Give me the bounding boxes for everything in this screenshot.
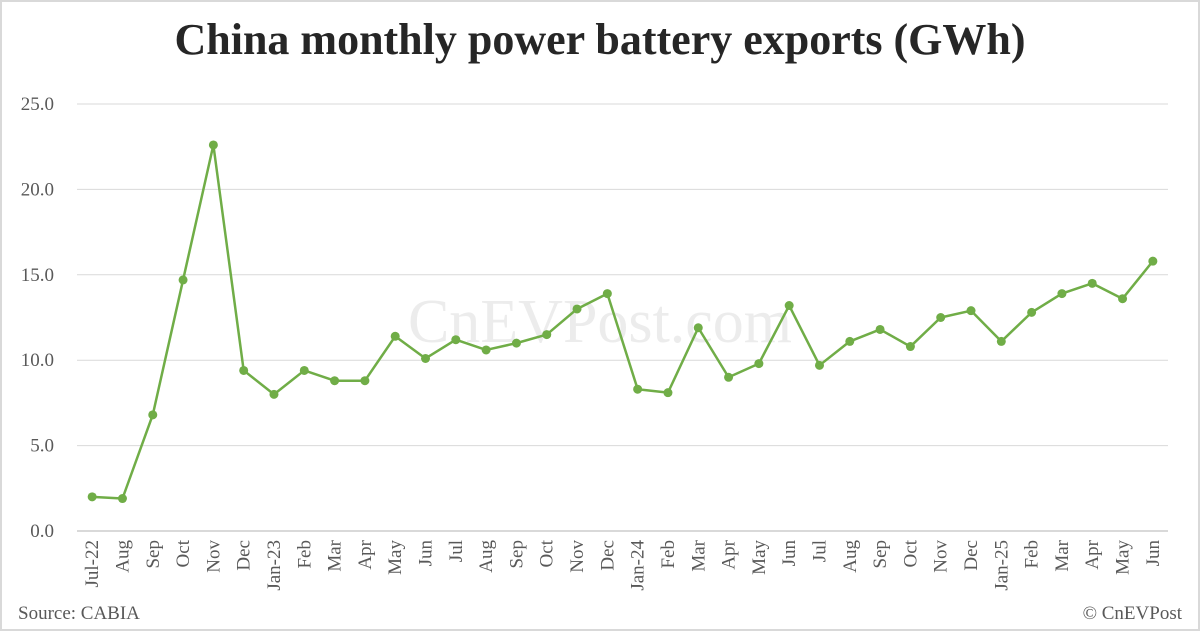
data-point	[481, 345, 491, 355]
data-point	[1027, 307, 1037, 317]
data-point	[360, 376, 370, 386]
x-tick-label: Feb	[658, 540, 679, 569]
x-tick-label: Jan-23	[264, 540, 285, 591]
source-note: Source: CABIA	[18, 603, 140, 624]
x-tick-label: Jul-22	[82, 540, 103, 588]
data-point	[542, 330, 552, 340]
data-point	[936, 313, 946, 322]
data-point	[814, 360, 824, 370]
x-tick-label: Jan-25	[991, 540, 1012, 591]
data-point	[178, 275, 188, 285]
data-point	[996, 336, 1006, 346]
x-tick-label: May	[749, 540, 770, 575]
x-tick-label: Jul	[809, 540, 830, 562]
data-point	[269, 389, 279, 399]
x-tick-label: Dec	[234, 540, 255, 571]
data-point	[451, 335, 461, 345]
chart-title: China monthly power battery exports (GWh…	[174, 15, 1026, 64]
y-tick-label: 15.0	[21, 265, 54, 286]
data-point	[1087, 278, 1097, 288]
data-point	[1057, 289, 1067, 299]
data-point	[724, 372, 734, 382]
x-tick-label: Nov	[203, 540, 224, 573]
data-point	[117, 494, 127, 504]
data-point	[330, 376, 340, 386]
data-point	[208, 140, 218, 150]
data-point	[663, 388, 673, 398]
y-tick-label: 5.0	[30, 436, 54, 457]
data-point	[87, 492, 97, 502]
x-tick-label: Dec	[597, 540, 618, 571]
y-tick-label: 10.0	[21, 350, 54, 371]
x-tick-label: Mar	[688, 539, 709, 571]
series-line	[92, 143, 1154, 500]
x-tick-label: Jun	[779, 540, 800, 567]
x-tick-label: Oct	[537, 539, 558, 567]
x-tick-label: Sep	[143, 540, 164, 569]
data-point	[602, 289, 612, 299]
y-tick-label: 25.0	[21, 94, 54, 115]
data-point	[299, 365, 309, 375]
data-point	[966, 306, 976, 316]
data-point	[875, 324, 885, 334]
data-point	[633, 384, 643, 394]
data-point	[784, 301, 794, 311]
x-tick-label: Aug	[476, 540, 497, 573]
data-point	[511, 338, 521, 348]
data-point	[421, 353, 431, 363]
x-tick-label: Sep	[870, 540, 891, 569]
x-tick-label: Feb	[294, 540, 315, 569]
x-tick-label: Feb	[1022, 540, 1043, 569]
x-tick-label: Jun	[416, 540, 437, 567]
y-tick-label: 0.0	[30, 521, 54, 542]
data-point	[572, 304, 582, 314]
x-tick-label: Oct	[900, 539, 921, 567]
x-tick-label: Nov	[931, 540, 952, 573]
copyright-note: © CnEVPost	[1082, 603, 1182, 624]
x-tick-label: Jan-24	[628, 540, 649, 591]
x-tick-label: May	[1113, 540, 1134, 575]
x-tick-label: Jun	[1143, 540, 1164, 567]
x-tick-label: Apr	[1082, 539, 1103, 569]
data-point	[148, 410, 158, 420]
x-tick-label: Mar	[1052, 539, 1073, 571]
y-tick-label: 20.0	[21, 179, 54, 200]
x-tick-label: Jul	[446, 540, 467, 562]
data-point	[390, 331, 400, 341]
x-tick-label: Mar	[325, 539, 346, 571]
x-tick-label: May	[385, 540, 406, 575]
x-tick-label: Aug	[840, 540, 861, 573]
data-point	[1148, 256, 1158, 266]
x-tick-label: Nov	[567, 540, 588, 573]
x-tick-label: Sep	[506, 540, 527, 569]
x-tick-label: Apr	[355, 539, 376, 569]
data-point	[1118, 294, 1128, 304]
data-point	[754, 359, 764, 369]
data-point	[845, 336, 855, 346]
data-point	[239, 365, 249, 375]
x-tick-label: Oct	[173, 539, 194, 567]
x-tick-label: Apr	[719, 539, 740, 569]
data-point	[905, 342, 915, 352]
x-tick-label: Aug	[112, 540, 133, 573]
x-tick-label: Dec	[961, 540, 982, 571]
data-point	[693, 323, 703, 333]
